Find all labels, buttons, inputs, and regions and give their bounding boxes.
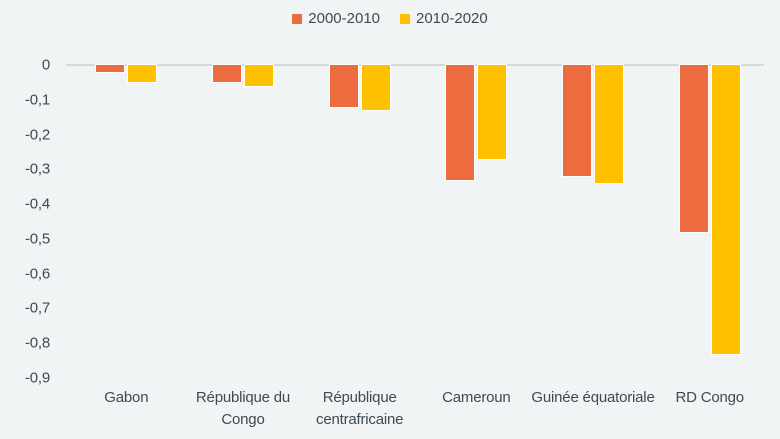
x-axis-label: RD Congo (675, 389, 744, 406)
legend-item[interactable]: 2000-2010 (292, 10, 380, 27)
bar-2000-2010[interactable] (328, 64, 359, 108)
plot-region: Gabon République du Congo République centr… (66, 63, 768, 428)
bar-2010-2020[interactable] (244, 64, 274, 87)
x-axis-label: Gabon (104, 389, 149, 406)
bar-2010-2020[interactable] (127, 63, 158, 84)
bar-2000-2010[interactable] (562, 63, 593, 178)
y-axis-tick-label: -0,8 (24, 334, 50, 352)
bar-2000-2010[interactable] (445, 64, 476, 181)
y-axis-tick-label: -0,3 (24, 160, 50, 178)
bar-2010-2020[interactable] (477, 64, 508, 160)
legend-label: 2000-2010 (308, 10, 380, 27)
y-axis-tick-label: -0,6 (24, 265, 50, 283)
bar-2000-2010[interactable] (212, 63, 242, 84)
legend-swatch-icon (292, 13, 303, 24)
y-axis-tick-label: -0,2 (24, 126, 50, 144)
bar-group: République centrafricaine (301, 63, 418, 428)
bar-pair (535, 63, 652, 378)
y-axis: 0 -0,1 -0,2 -0,3 -0,4 -0,5 -0,6 -0,7 -0,8 -0,9 (0, 57, 58, 387)
zero-axis-line (66, 64, 764, 66)
y-axis-tick-label: -0,9 (24, 369, 50, 387)
bar-2010-2020[interactable] (360, 63, 391, 112)
legend-label: 2010-2020 (416, 10, 488, 27)
x-axis-label: République centrafricaine (316, 389, 404, 428)
bar-pair (418, 64, 535, 378)
x-axis-label: Cameroun (442, 389, 511, 406)
bar-pair (301, 63, 418, 378)
y-axis-tick-label: 0 (41, 56, 50, 74)
legend: 2000-2010 2010-2020 (0, 10, 780, 27)
y-axis-tick-label: -0,5 (24, 230, 50, 248)
y-axis-tick-label: -0,4 (24, 195, 50, 213)
bar-group: République du Congo (185, 63, 302, 428)
y-axis-tick-label: -0,7 (24, 299, 50, 317)
legend-item[interactable]: 2010-2020 (400, 10, 488, 27)
bar-pair (68, 63, 185, 378)
bar-group: RD Congo (651, 64, 768, 406)
x-axis-label: Guinée équatoriale (531, 389, 655, 406)
bar-pair (651, 64, 768, 378)
bar-2010-2020[interactable] (594, 63, 625, 185)
legend-swatch-icon (400, 13, 410, 24)
bar-pair (185, 63, 302, 378)
y-axis-tick-label: -0,1 (24, 91, 50, 109)
bar-group: Gabon (68, 63, 185, 406)
bar-2010-2020[interactable] (710, 64, 741, 355)
plot-groups: Gabon République du Congo République centr… (68, 63, 768, 428)
x-axis-label: République du Congo (195, 389, 291, 428)
bar-group: Guinée équatoriale (531, 63, 655, 406)
bar-group: Cameroun (418, 64, 535, 406)
bar-2000-2010[interactable] (95, 64, 126, 73)
bar-2000-2010[interactable] (678, 64, 709, 233)
